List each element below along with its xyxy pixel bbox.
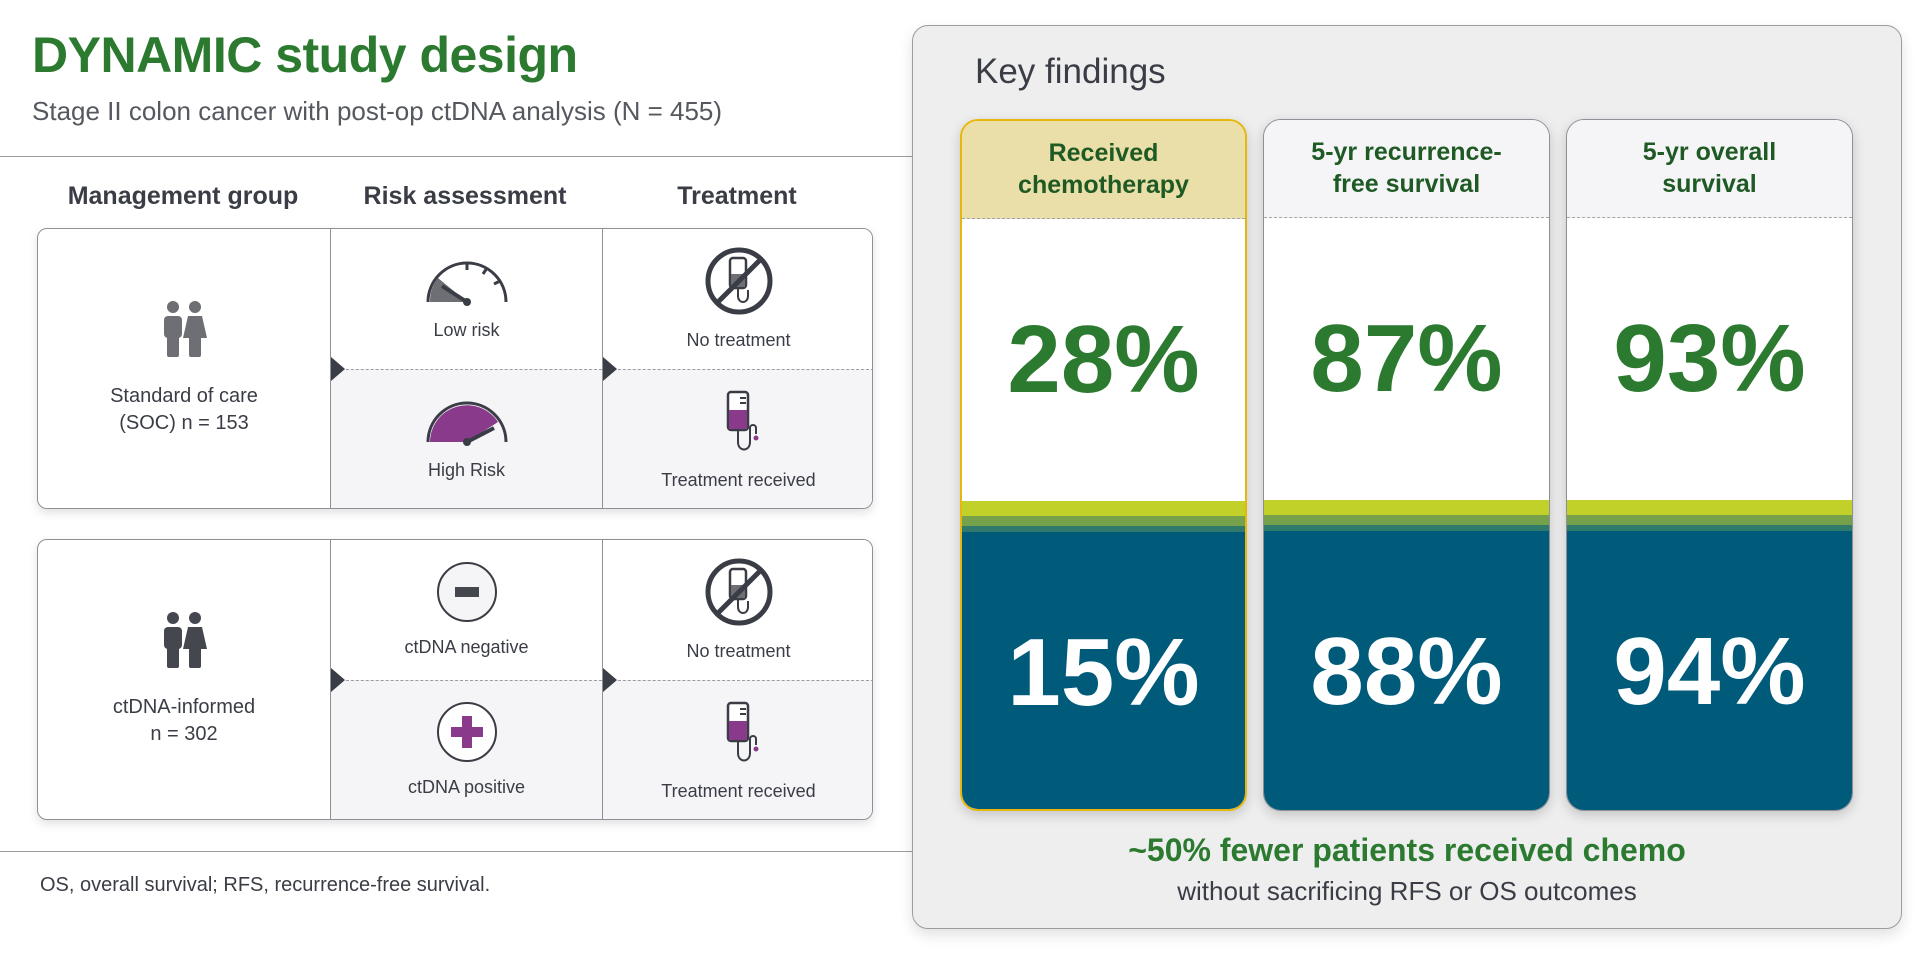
risk-high: High Risk [331,368,602,508]
group-soc: Standard of care (SOC) n = 153 Low risk … [37,228,873,509]
risk-high-label: High Risk [427,460,506,481]
divider-band [962,526,1245,532]
column-header-treatment: Treatment [677,182,797,210]
card-header-line2: chemotherapy [1018,170,1189,199]
treatment-received-label: Treatment received [661,781,816,802]
card-header: 5-yr overall survival [1567,120,1852,218]
treatment-received-label: Treatment received [661,470,816,491]
card-header: Received chemotherapy [962,121,1245,219]
iv-bag-icon [726,702,758,762]
card-header-line2: free survival [1332,169,1481,198]
arrow-icon [603,668,617,692]
treatment-column: No treatment Treatment received [602,229,872,508]
group-label-line1: ctDNA-informed [112,695,256,718]
group-label-line2: (SOC) n = 153 [119,411,249,434]
divider-band [962,501,1245,516]
card-header-line1: 5-yr recurrence- [1311,138,1502,167]
ctdna-value: 88% [1264,531,1549,810]
card-header: 5-yr recurrence-free survival [1264,120,1549,218]
divider-band [962,516,1245,526]
card-rfs: 5-yr recurrence-free survival 87% 88% [1263,119,1550,811]
divider-band [1567,500,1852,515]
soc-value: 28% [1007,306,1200,413]
column-header-risk: Risk assessment [363,182,567,210]
people-icon [164,300,207,357]
footnote: OS, overall survival; RFS, recurrence-fr… [40,874,491,896]
risk-column: Low risk High Risk [330,229,602,508]
plus-circle-icon [436,702,497,763]
arrow-icon [331,357,345,381]
treatment-received: Treatment received [603,679,872,819]
no-treatment-icon [705,558,772,626]
page-title: DYNAMIC study design [32,27,578,83]
treatment-none-label: No treatment [686,641,791,662]
risk-column: ctDNA negative ctDNA positive [330,540,602,819]
divider-band [1264,525,1549,531]
low-risk-gauge-icon [426,261,507,307]
treatment-column: No treatment Treatment received [602,540,872,819]
ctdna-positive-label: ctDNA positive [407,777,526,798]
ctdna-value: 94% [1567,531,1852,810]
ctdna-positive: ctDNA positive [331,679,602,819]
divider-band [1264,515,1549,525]
card-os: 5-yr overall survival 93% 94% [1566,119,1853,811]
iv-bag-icon [726,391,758,451]
management-group-ctdna: ctDNA-informed n = 302 [38,540,330,819]
column-header-management: Management group [67,182,299,210]
treatment-none: No treatment [603,540,872,680]
high-risk-gauge-icon [426,401,507,447]
divider-band [1264,500,1549,515]
divider-band [1567,515,1852,525]
group-ctdna: ctDNA-informed n = 302 ctDNA negative ct… [37,539,873,820]
people-icon [164,611,207,668]
soc-value: 93% [1613,305,1806,412]
conclusion-subtext: without sacrificing RFS or OS outcomes [1177,876,1637,906]
card-header-line1: Received [1048,139,1159,168]
management-group-soc: Standard of care (SOC) n = 153 [38,229,330,508]
ctdna-negative-label: ctDNA negative [404,637,529,658]
arrow-icon [603,357,617,381]
risk-low-label: Low risk [433,320,500,341]
conclusion-headline: ~50% fewer patients received chemo [1128,832,1686,868]
card-header-line2: survival [1662,169,1757,198]
soc-value: 87% [1310,305,1503,412]
page-subtitle: Stage II colon cancer with post-op ctDNA… [32,96,723,126]
treatment-received: Treatment received [603,368,872,508]
group-label-line1: Standard of care [110,384,258,407]
arrow-icon [331,668,345,692]
ctdna-value: 15% [962,532,1245,809]
card-chemotherapy: Received chemotherapy 28% 15% [960,119,1247,811]
treatment-none-label: No treatment [686,330,791,351]
key-findings-title: Key findings [975,52,1166,91]
no-treatment-icon [705,247,772,315]
risk-low: Low risk [331,229,602,369]
group-label-line2: n = 302 [150,722,218,745]
card-header-line1: 5-yr overall [1642,138,1777,167]
minus-circle-icon [436,562,497,623]
ctdna-negative: ctDNA negative [331,540,602,680]
treatment-none: No treatment [603,229,872,369]
divider-band [1567,525,1852,531]
